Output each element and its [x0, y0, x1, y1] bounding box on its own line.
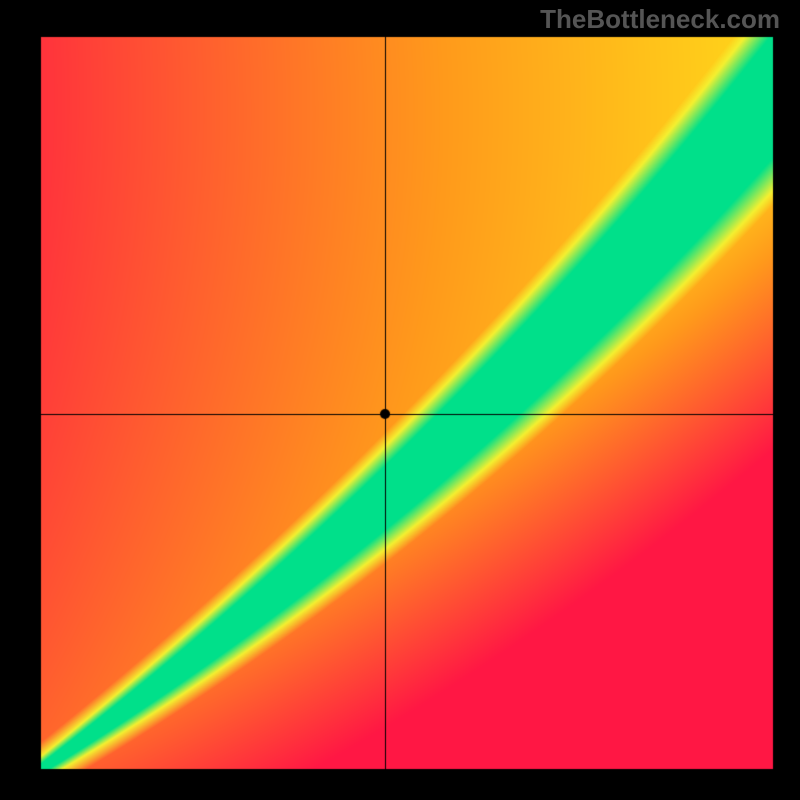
chart-container: TheBottleneck.com	[0, 0, 800, 800]
heatmap-canvas	[0, 0, 800, 800]
